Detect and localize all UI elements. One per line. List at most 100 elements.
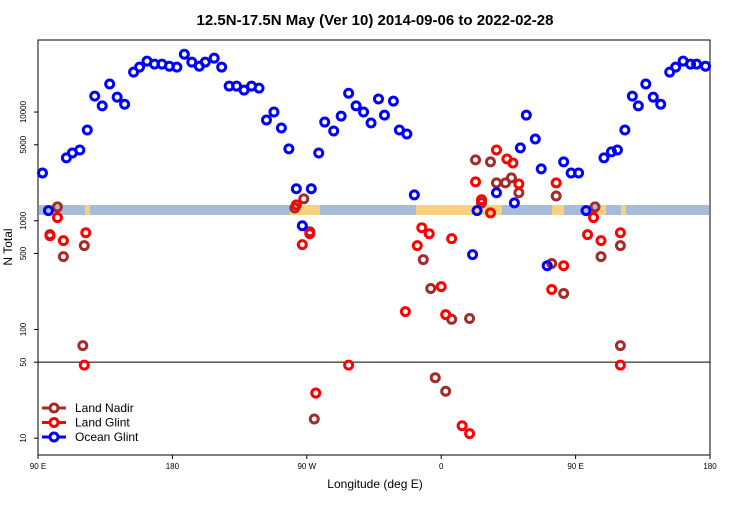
x-tick-label: 90 E — [567, 462, 583, 471]
point — [104, 78, 116, 90]
point — [626, 90, 638, 102]
point — [57, 235, 69, 247]
point — [96, 100, 108, 112]
land-band — [621, 205, 626, 215]
point — [582, 229, 594, 241]
point — [550, 190, 562, 202]
point — [268, 106, 280, 118]
point — [614, 359, 626, 371]
point — [304, 228, 316, 240]
point — [216, 61, 228, 73]
point — [558, 288, 570, 300]
point — [275, 122, 287, 134]
point — [589, 201, 601, 213]
point — [51, 201, 63, 213]
surface-band — [39, 205, 709, 215]
point — [685, 58, 697, 70]
point — [440, 309, 452, 321]
point — [290, 183, 302, 195]
point — [598, 152, 610, 164]
legend-label: Land Nadir — [75, 401, 134, 415]
point — [319, 116, 331, 128]
point — [313, 147, 325, 159]
point — [456, 420, 468, 432]
point — [700, 60, 712, 72]
point — [670, 61, 682, 73]
point — [435, 281, 447, 293]
point — [296, 239, 308, 251]
point — [580, 205, 592, 217]
point — [632, 100, 644, 112]
y-tick-label: 5000 — [19, 135, 28, 153]
point — [343, 87, 355, 99]
x-tick-label: 0 — [439, 462, 444, 471]
point — [401, 128, 413, 140]
point — [416, 222, 428, 234]
point — [546, 284, 558, 296]
point — [350, 100, 362, 112]
point — [425, 283, 437, 295]
point — [253, 82, 265, 94]
point — [558, 156, 570, 168]
y-tick-label: 50 — [19, 357, 28, 366]
point — [399, 306, 411, 318]
legend-marker — [48, 417, 60, 428]
point — [470, 176, 482, 188]
y-tick-label: 1000 — [19, 211, 28, 229]
point — [260, 114, 272, 126]
x-axis-label: Longitude (deg E) — [327, 477, 422, 491]
point — [296, 220, 308, 232]
legend-label: Land Glint — [75, 416, 130, 430]
point — [619, 124, 631, 136]
point — [308, 413, 320, 425]
point — [81, 124, 93, 136]
point — [208, 52, 220, 64]
point — [77, 340, 89, 352]
point — [387, 95, 399, 107]
point — [550, 177, 562, 189]
chart-title: 12.5N-17.5N May (Ver 10) 2014-09-06 to 2… — [197, 12, 554, 29]
point — [89, 90, 101, 102]
x-tick-label: 180 — [166, 462, 180, 471]
point — [655, 98, 667, 110]
point — [42, 205, 54, 217]
point — [614, 240, 626, 252]
land-band — [552, 205, 564, 215]
point — [640, 78, 652, 90]
land-band — [598, 205, 606, 215]
point — [505, 172, 517, 184]
point — [411, 240, 423, 252]
point — [305, 183, 317, 195]
y-tick-label: 100 — [19, 322, 28, 336]
point — [417, 254, 429, 266]
land-band — [290, 205, 320, 215]
point — [358, 106, 370, 118]
point — [372, 93, 384, 105]
point — [614, 227, 626, 239]
land-band — [85, 205, 90, 215]
point — [343, 359, 355, 371]
plot-frame — [37, 39, 711, 456]
point — [111, 91, 123, 103]
ocean-band — [39, 205, 709, 215]
point — [541, 260, 553, 272]
x-tick-label: 180 — [703, 462, 717, 471]
point — [378, 109, 390, 121]
point — [335, 110, 347, 122]
point — [74, 144, 86, 156]
point — [440, 385, 452, 397]
point — [484, 207, 496, 219]
point — [290, 199, 302, 211]
x-tick-label: 90 E — [30, 462, 46, 471]
point — [507, 157, 519, 169]
point — [171, 61, 183, 73]
point — [520, 109, 532, 121]
y-tick-label: 500 — [19, 246, 28, 260]
point — [408, 189, 420, 201]
point — [535, 163, 547, 175]
point — [44, 230, 56, 242]
land-band — [416, 205, 502, 215]
